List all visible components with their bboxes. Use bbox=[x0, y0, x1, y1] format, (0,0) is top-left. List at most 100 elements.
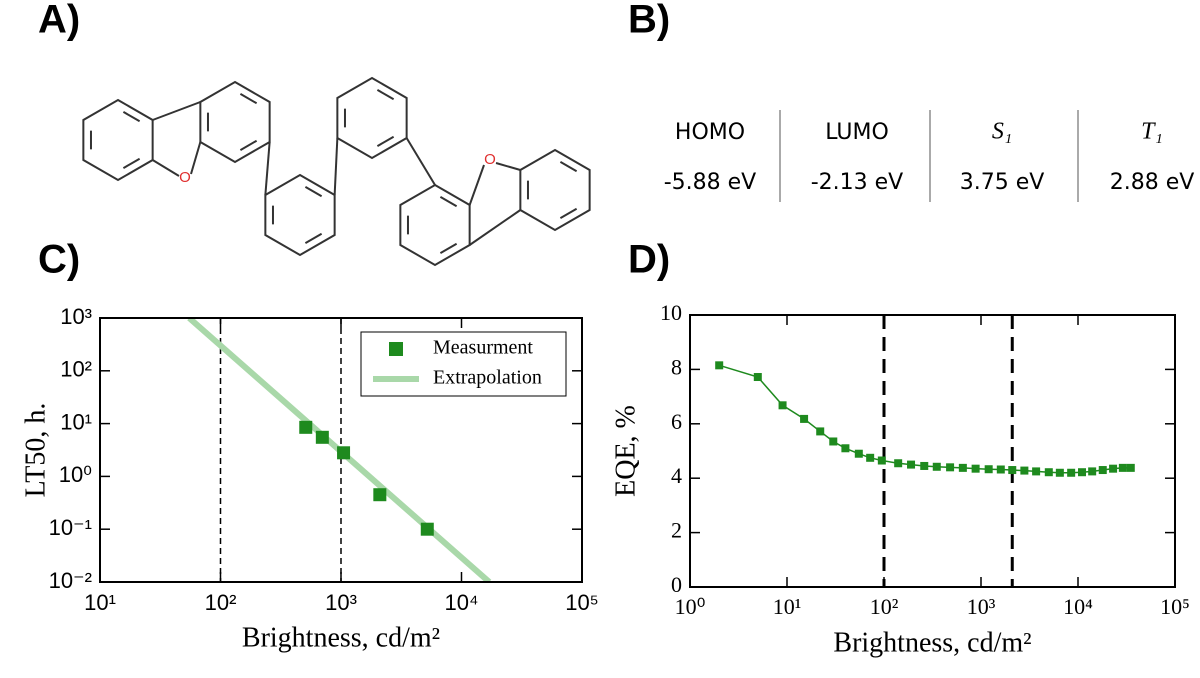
data-point bbox=[373, 488, 387, 502]
ring bbox=[82, 98, 154, 182]
data-point bbox=[971, 464, 980, 473]
data-point bbox=[841, 444, 850, 453]
double-bond bbox=[559, 207, 578, 219]
y-axis-title: LT50, h. bbox=[20, 403, 51, 498]
bond bbox=[469, 209, 521, 246]
bond bbox=[264, 141, 271, 196]
legend-label: Measurment bbox=[433, 337, 533, 359]
molecule: OO bbox=[82, 76, 591, 267]
bond bbox=[152, 159, 180, 177]
y-tick-label: 0 bbox=[671, 572, 682, 597]
data-point bbox=[816, 427, 825, 436]
data-point bbox=[1044, 468, 1053, 477]
ring bbox=[199, 80, 271, 164]
ring bbox=[264, 173, 336, 257]
bond bbox=[190, 141, 202, 175]
atom-label: O bbox=[179, 169, 191, 186]
property-table: HOMO LUMO S₁ T₁ -5.88 eV -2.13 eV 3.75 e… bbox=[664, 110, 1194, 202]
x-axis-title: Brightness, cd/m² bbox=[242, 622, 440, 653]
data-point bbox=[958, 463, 967, 472]
y-tick-label: 10⁰ bbox=[59, 462, 92, 487]
double-bond bbox=[304, 186, 323, 198]
double-bond bbox=[376, 89, 395, 101]
plot-frame bbox=[99, 317, 583, 583]
data-point bbox=[800, 414, 809, 423]
data-point bbox=[1126, 463, 1135, 472]
bond bbox=[468, 164, 485, 206]
data-point bbox=[1118, 463, 1127, 472]
y-tick-label: 10⁻² bbox=[49, 568, 92, 593]
double-bond bbox=[122, 111, 141, 123]
bond bbox=[405, 137, 436, 186]
x-tick-label: 10² bbox=[870, 594, 899, 619]
double-bond bbox=[239, 93, 258, 105]
atom-label: O bbox=[484, 151, 496, 168]
x-tick-label: 10¹ bbox=[773, 594, 802, 619]
data-point bbox=[1055, 468, 1064, 477]
data-point bbox=[1032, 467, 1041, 476]
data-point bbox=[1067, 468, 1076, 477]
double-bond bbox=[439, 196, 458, 208]
data-point bbox=[1098, 466, 1107, 475]
data-point bbox=[984, 465, 993, 474]
data-point bbox=[894, 459, 903, 468]
legend-swatch bbox=[389, 342, 403, 356]
data-point bbox=[715, 361, 724, 370]
plot-frame bbox=[689, 314, 1176, 588]
y-tick-label: 2 bbox=[671, 518, 682, 543]
y-tick-label: 10 bbox=[660, 300, 682, 325]
data-point bbox=[299, 420, 313, 434]
y-tick-label: 10² bbox=[60, 357, 92, 382]
chart: 10¹ 10² 10³ 10⁴ 10⁵ 10⁻² 10⁻¹ 10⁰ 10¹ 10² 10³ Brigh… bbox=[20, 304, 598, 654]
y-tick-label: 10³ bbox=[60, 304, 92, 329]
table-header: LUMO bbox=[825, 120, 889, 145]
data-point bbox=[1088, 467, 1097, 476]
chart: 10⁰ 10¹ 10² 10³ 10⁴ 10⁵ 0 2 4 6 8 10 Brightness, cd/… bbox=[610, 300, 1189, 658]
x-tick-label: 10³ bbox=[967, 594, 996, 619]
data-point bbox=[946, 463, 955, 472]
double-bond bbox=[304, 232, 323, 244]
y-tick-label: 4 bbox=[671, 463, 682, 488]
ring bbox=[519, 148, 591, 232]
ring bbox=[399, 183, 471, 267]
data-point bbox=[337, 446, 351, 460]
table-cell: -2.13 eV bbox=[811, 170, 904, 195]
x-tick-label: 10³ bbox=[325, 590, 357, 615]
bond bbox=[495, 162, 521, 171]
data-point bbox=[1020, 466, 1029, 475]
y-tick-label: 10⁻¹ bbox=[49, 515, 92, 540]
x-tick-label: 10⁴ bbox=[445, 590, 479, 615]
bond bbox=[333, 137, 339, 196]
x-tick-label: 10⁰ bbox=[675, 594, 706, 619]
data-point bbox=[315, 430, 329, 444]
data-point bbox=[866, 453, 875, 462]
data-point bbox=[907, 460, 916, 469]
double-bond bbox=[239, 139, 258, 151]
table-header: T₁ bbox=[1141, 119, 1163, 145]
data-point bbox=[829, 437, 838, 446]
data-point bbox=[1008, 466, 1017, 475]
double-bond bbox=[122, 157, 141, 169]
data-point bbox=[1109, 464, 1118, 473]
table-header: S₁ bbox=[992, 119, 1012, 145]
y-tick-label: 8 bbox=[671, 354, 682, 379]
bond bbox=[152, 101, 201, 121]
x-tick-label: 10² bbox=[205, 590, 237, 615]
panel-label: A) bbox=[38, 0, 80, 42]
data-point bbox=[420, 522, 434, 536]
ring bbox=[336, 76, 408, 160]
table-cell: -5.88 eV bbox=[664, 170, 757, 195]
data-point bbox=[996, 465, 1005, 474]
data-point bbox=[1078, 468, 1087, 477]
double-bond bbox=[559, 161, 578, 173]
y-axis-title: EQE, % bbox=[610, 405, 641, 497]
x-tick-label: 10⁵ bbox=[1160, 594, 1190, 619]
y-tick-label: 6 bbox=[671, 409, 682, 434]
double-bond bbox=[439, 242, 458, 254]
y-tick-label: 10¹ bbox=[60, 409, 92, 434]
data-line bbox=[718, 364, 1131, 474]
legend-label: Extrapolation bbox=[433, 367, 542, 389]
table-cell: 3.75 eV bbox=[960, 170, 1045, 195]
double-bond bbox=[376, 135, 395, 147]
table-header: HOMO bbox=[675, 120, 745, 145]
